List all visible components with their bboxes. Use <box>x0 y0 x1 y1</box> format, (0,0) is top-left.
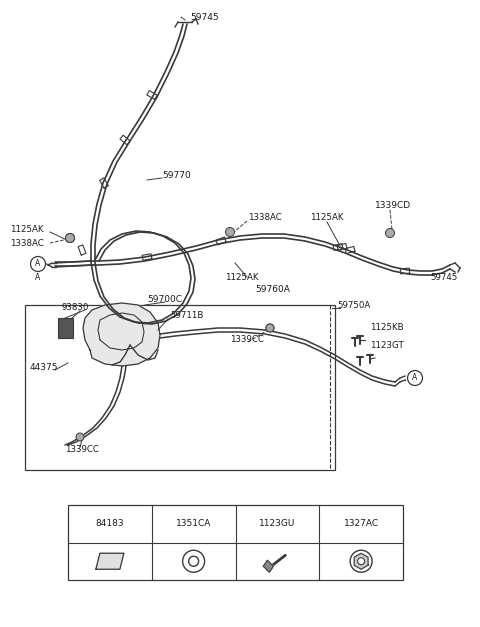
Text: 1125AK: 1125AK <box>10 226 44 234</box>
Polygon shape <box>264 561 274 572</box>
Text: 59760A: 59760A <box>255 285 290 295</box>
Circle shape <box>408 371 422 386</box>
Text: A: A <box>36 273 41 282</box>
Text: 1123GU: 1123GU <box>259 519 296 529</box>
Text: 59770: 59770 <box>162 172 191 181</box>
Polygon shape <box>83 303 160 366</box>
Text: 1125AK: 1125AK <box>310 214 344 223</box>
Text: 1327AC: 1327AC <box>344 519 379 529</box>
Text: A: A <box>412 374 418 382</box>
Text: 44375: 44375 <box>30 364 59 372</box>
Polygon shape <box>96 553 124 569</box>
Text: 1339CD: 1339CD <box>375 201 411 209</box>
Circle shape <box>226 228 235 236</box>
Text: 1339CC: 1339CC <box>230 335 264 344</box>
Text: A: A <box>36 260 41 268</box>
Text: 1123GT: 1123GT <box>370 340 404 349</box>
Circle shape <box>65 233 74 243</box>
Text: 59711B: 59711B <box>170 312 204 320</box>
Polygon shape <box>354 553 368 569</box>
Text: 59750A: 59750A <box>337 300 370 310</box>
Circle shape <box>182 551 204 572</box>
Bar <box>68 505 403 580</box>
Text: 1351CA: 1351CA <box>176 519 211 529</box>
Text: 59745: 59745 <box>430 273 457 283</box>
Bar <box>58 318 73 338</box>
Circle shape <box>358 558 365 565</box>
Text: 59745: 59745 <box>190 14 218 23</box>
Circle shape <box>31 256 46 271</box>
Circle shape <box>266 324 274 332</box>
Text: 1125KB: 1125KB <box>370 324 404 332</box>
Circle shape <box>266 324 274 332</box>
Circle shape <box>350 551 372 572</box>
Text: 1339CC: 1339CC <box>65 446 99 455</box>
Text: 93830: 93830 <box>62 303 89 312</box>
Text: 84183: 84183 <box>96 519 124 529</box>
Text: 1338AC: 1338AC <box>10 238 44 248</box>
Text: 1338AC: 1338AC <box>248 214 282 223</box>
Text: 59700C: 59700C <box>147 295 182 305</box>
Circle shape <box>65 233 74 243</box>
Circle shape <box>385 228 395 238</box>
Circle shape <box>189 556 199 566</box>
Circle shape <box>76 433 84 441</box>
Bar <box>25 305 335 470</box>
Text: 1125AK: 1125AK <box>225 273 259 282</box>
